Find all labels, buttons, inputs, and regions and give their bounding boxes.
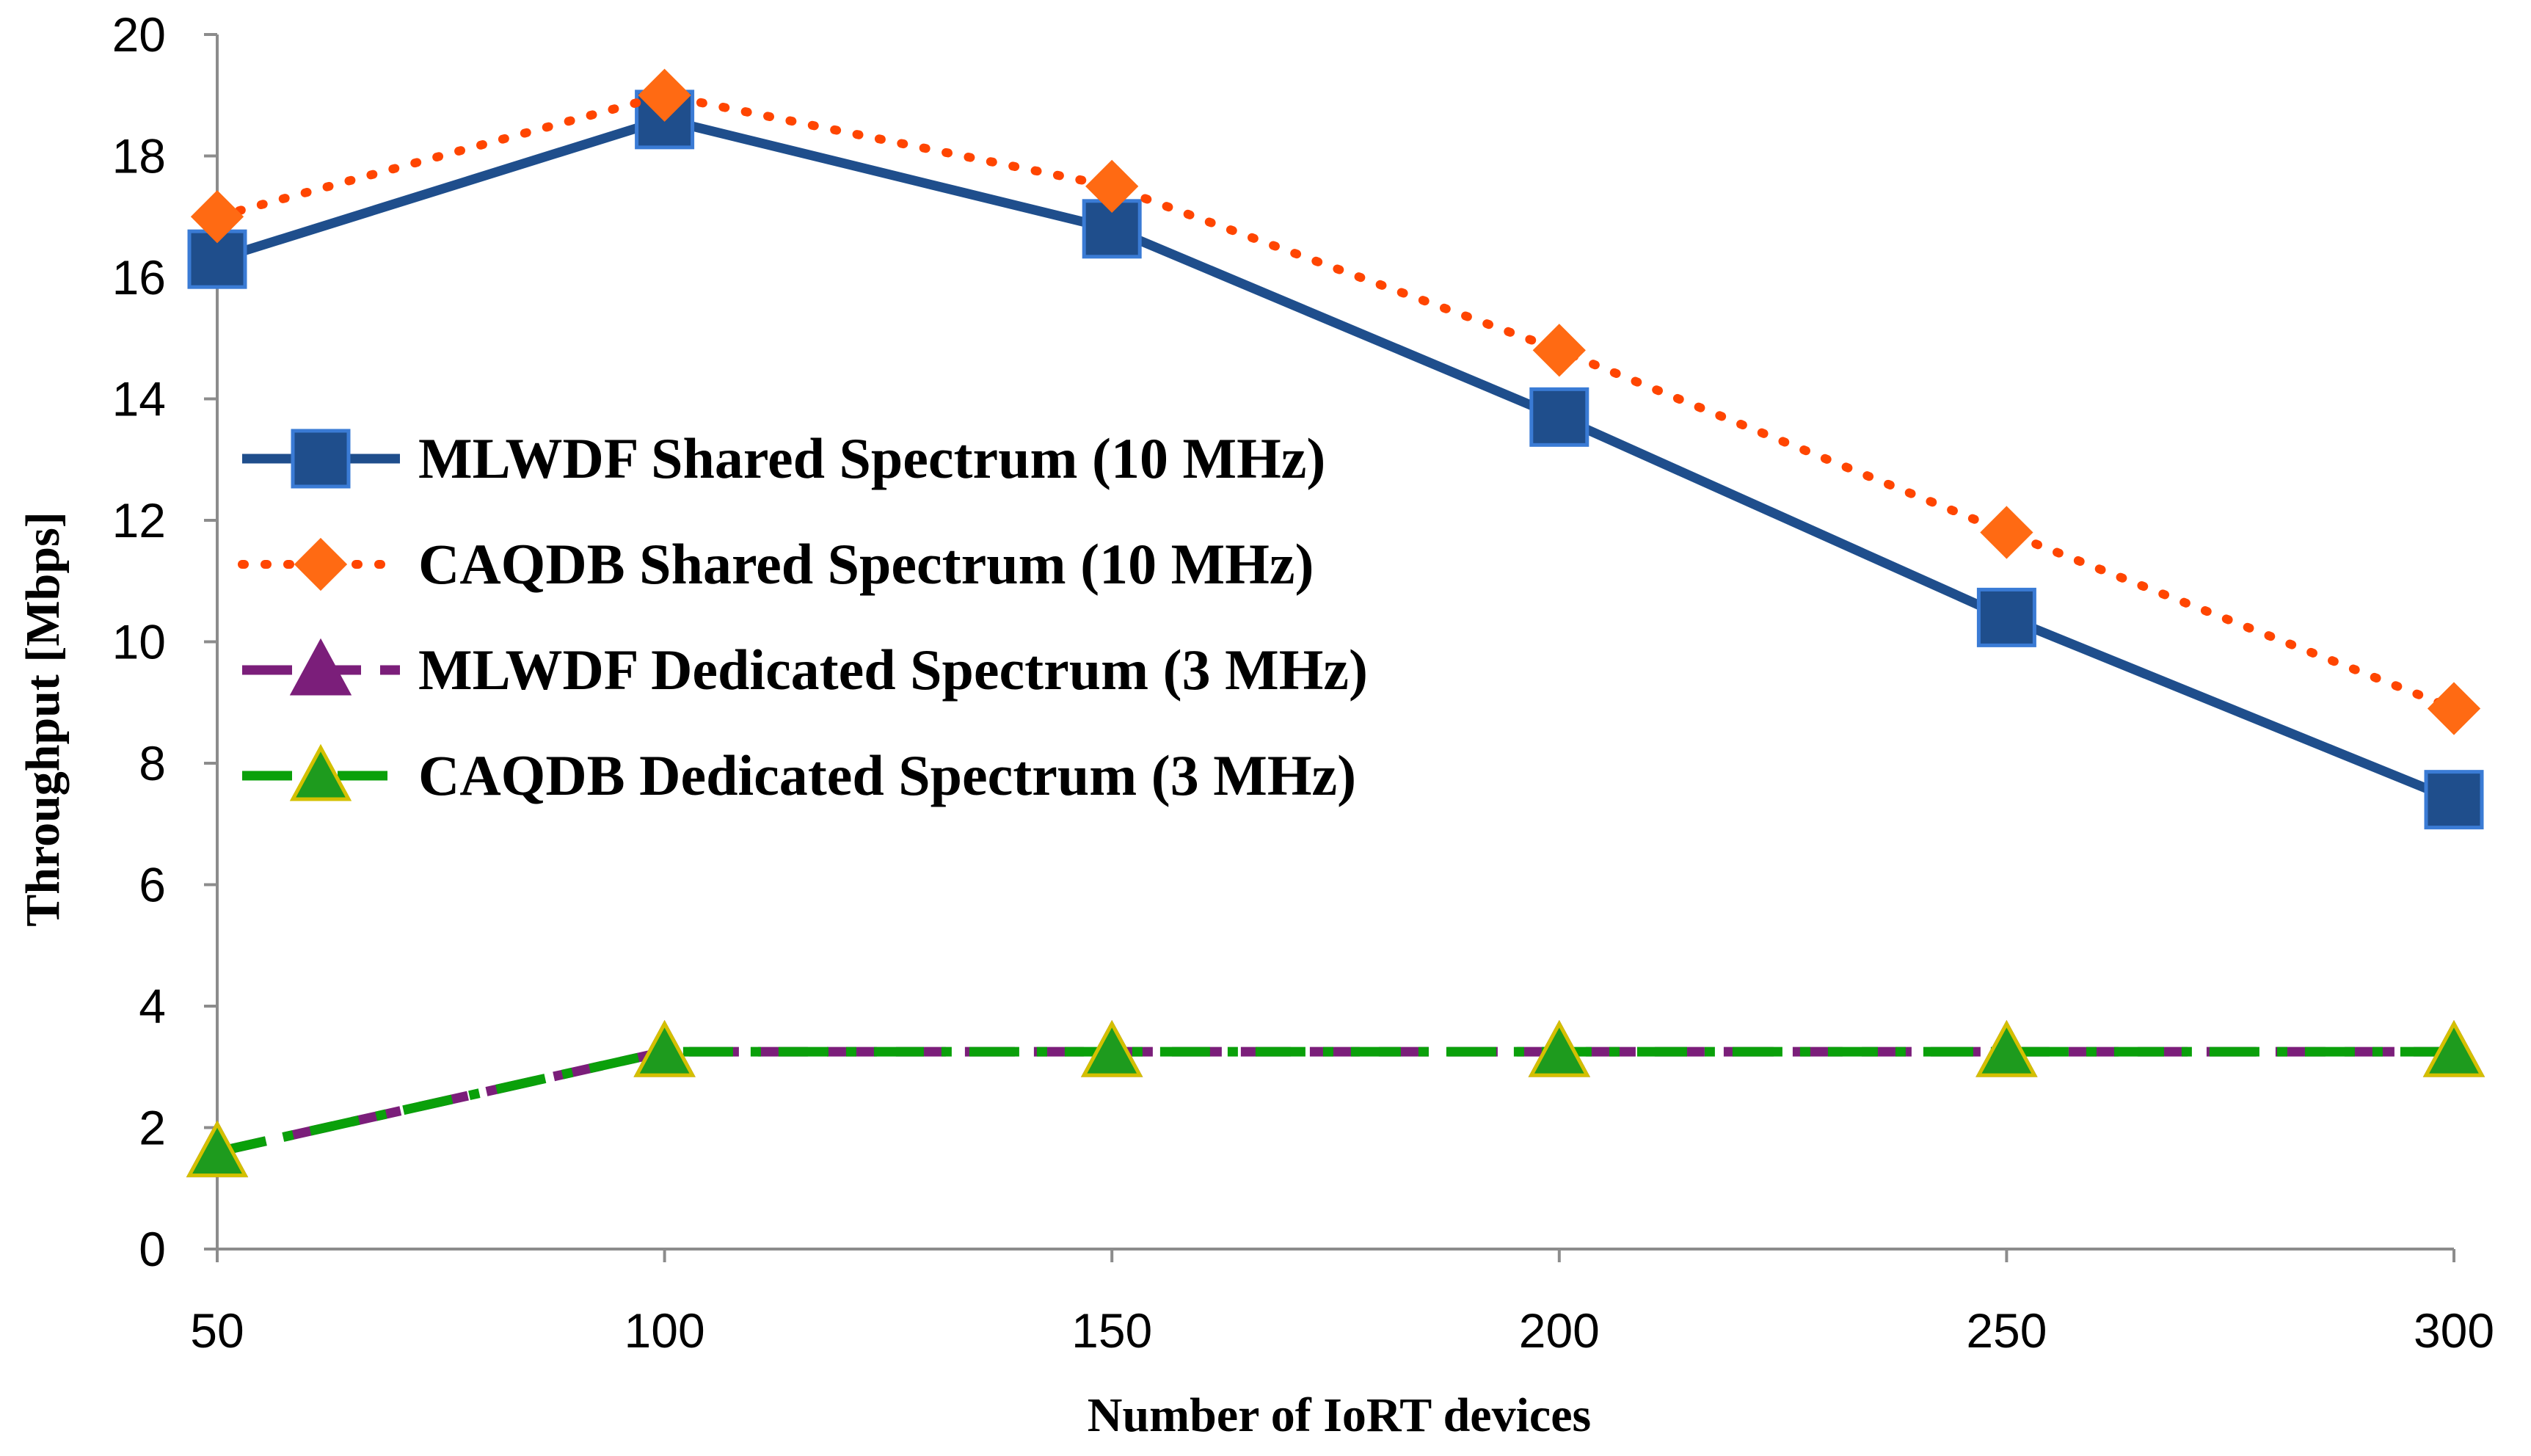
data-point-marker <box>1976 587 2036 647</box>
y-tick-label: 4 <box>139 979 166 1033</box>
series-2 <box>190 68 2481 735</box>
x-axis-title: Number of IoRT devices <box>1088 1388 1591 1442</box>
data-point-marker <box>1975 1019 2038 1077</box>
series-4 <box>186 1019 2486 1178</box>
legend-entry-1: MLWDF Shared Spectrum (10 MHz) <box>242 426 1325 490</box>
x-tick-label: 50 <box>190 1303 244 1358</box>
data-point-marker <box>2424 770 2484 830</box>
y-tick-label: 10 <box>112 615 166 669</box>
x-tick-label: 200 <box>1519 1303 1600 1358</box>
y-tick-label: 8 <box>139 736 166 790</box>
data-point-marker <box>2427 682 2481 735</box>
data-point-marker <box>1085 159 1139 213</box>
legend-label: MLWDF Shared Spectrum (10 MHz) <box>418 426 1325 490</box>
y-axis-title: Throughput [Mbps] <box>16 512 70 926</box>
data-point-marker <box>186 1120 249 1178</box>
legend-marker-swatch <box>289 743 352 801</box>
data-point-marker <box>2422 1019 2486 1077</box>
y-tick-label: 12 <box>112 493 166 547</box>
data-point-marker <box>638 68 691 122</box>
y-tick-label: 16 <box>112 250 166 305</box>
data-point-marker <box>1529 387 1589 447</box>
legend-entry-2: CAQDB Shared Spectrum (10 MHz) <box>238 532 1314 596</box>
legend-marker-swatch <box>289 638 352 696</box>
legend-label: CAQDB Shared Spectrum (10 MHz) <box>418 532 1314 596</box>
legend-entry-4: CAQDB Dedicated Spectrum (3 MHz) <box>242 743 1356 807</box>
legend: MLWDF Shared Spectrum (10 MHz) CAQDB Shar… <box>238 426 1368 807</box>
data-point-marker <box>1532 324 1586 377</box>
data-point-marker <box>633 1019 696 1077</box>
legend-label: MLWDF Dedicated Spectrum (3 MHz) <box>418 638 1368 702</box>
x-tick-label: 250 <box>1966 1303 2047 1358</box>
y-tick-label: 14 <box>112 372 166 426</box>
series-line <box>216 1046 2454 1157</box>
data-point-marker <box>1980 506 2033 559</box>
y-tick-label: 2 <box>139 1101 166 1155</box>
y-tick-label: 0 <box>139 1222 166 1276</box>
y-tick-label: 6 <box>139 858 166 912</box>
axes: 0 2 4 6 8 10 12 14 16 18 20 50 100 150 200 250 300 <box>112 7 2494 1358</box>
legend-marker-swatch <box>294 537 348 592</box>
y-tick-label: 20 <box>112 7 166 62</box>
legend-marker-swatch <box>291 429 351 489</box>
data-point-marker <box>1528 1019 1591 1077</box>
data-point-marker <box>190 190 244 244</box>
x-tick-label: 100 <box>624 1303 705 1358</box>
x-tick-label: 150 <box>1071 1303 1152 1358</box>
legend-label: CAQDB Dedicated Spectrum (3 MHz) <box>418 743 1356 807</box>
series-line <box>213 90 2458 713</box>
series-layer <box>186 68 2486 1178</box>
x-tick-label: 300 <box>2414 1303 2494 1358</box>
data-point-marker <box>1080 1019 1143 1077</box>
y-tick-label: 18 <box>112 129 166 183</box>
legend-entry-3: MLWDF Dedicated Spectrum (3 MHz) <box>242 638 1368 702</box>
series-line <box>216 114 2456 804</box>
